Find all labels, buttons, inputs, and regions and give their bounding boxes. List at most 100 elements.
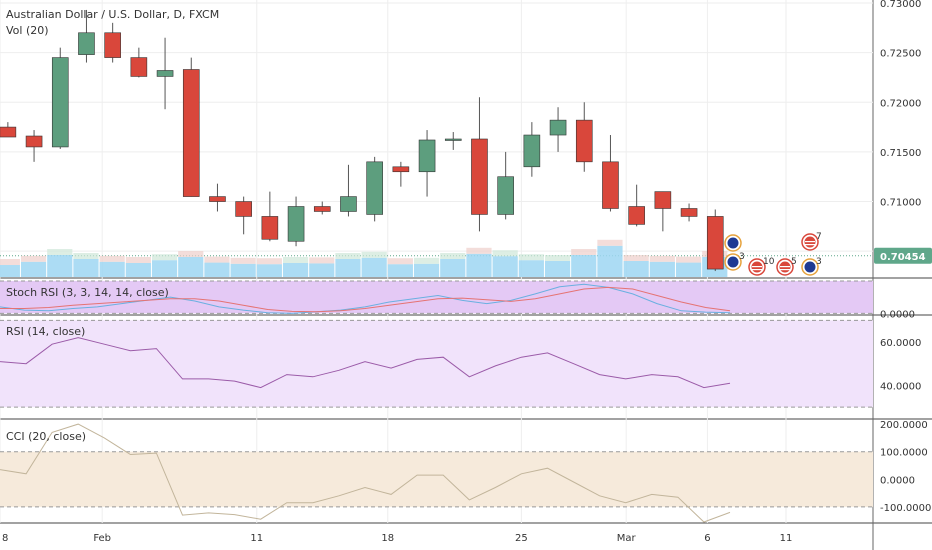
indicator-band [0,320,873,408]
volume-bar [387,264,413,277]
indicator-tick-label: 200.0000 [880,420,928,431]
volume-bar [178,257,204,277]
flag-fill [804,261,816,273]
volume-bar-cap [466,247,492,254]
volume-bar-cap [47,249,73,255]
candle-up[interactable] [51,57,69,148]
indicator-tick-label: -100.0000 [880,503,931,514]
time-axis[interactable]: 8 Feb 11 18 25 Mar 6 11 [2,533,792,544]
candle-down[interactable] [130,57,148,77]
volume-bar-cap [73,253,99,259]
event-count: 3 [739,252,745,262]
volume-bar [47,255,73,277]
volume-bar [335,259,361,277]
flag-stripe [805,241,815,243]
volume-bar [20,261,47,277]
candle-down[interactable] [104,32,121,58]
volume-bars [0,239,728,277]
time-tick-label: 11 [250,533,263,544]
volume-bar [544,261,571,277]
flag-stripe [752,269,762,271]
grid-lines [0,0,873,523]
event-marker[interactable]: 7 [801,232,822,251]
candle-down[interactable] [628,206,645,225]
candle-down[interactable] [602,161,619,209]
candle-down[interactable] [575,119,593,163]
candle-down[interactable] [235,201,252,217]
rsi-line [0,337,731,389]
candle-up[interactable] [156,70,174,77]
volume-bar [99,261,125,277]
event-count: 3 [816,257,822,267]
event-count: 7 [816,232,822,242]
volume-bar [309,263,335,277]
candle-up[interactable] [418,139,436,173]
volume-bar [204,262,230,277]
volume-bar [256,264,282,277]
flag-fill [727,237,739,249]
volume-bar-cap [623,255,649,261]
candle-down[interactable] [706,216,724,270]
candle-up[interactable] [497,176,514,215]
candle-up[interactable] [549,119,567,136]
flag-stripe [780,269,790,271]
volume-label: Vol (20) [6,24,49,37]
candle-down[interactable] [261,216,279,240]
price-tick-label: 0.73000 [880,0,921,10]
indicator-tick-label: 100.0000 [880,448,928,459]
volume-bar-cap [335,253,361,259]
volume-bar-cap [178,251,204,257]
candle-down[interactable] [182,69,200,197]
volume-bar [623,261,649,277]
candles[interactable] [0,9,724,272]
stoch-rsi-pane [0,280,873,314]
candle-up[interactable] [366,161,383,215]
candle-down[interactable] [392,166,410,173]
candle-down[interactable] [680,208,698,217]
volume-bar [413,263,440,277]
time-tick-label: 25 [515,533,528,544]
candle-up[interactable] [340,196,357,212]
candle-up[interactable] [523,134,541,168]
rsi-label: RSI (14, close) [6,325,85,338]
indicator-band [0,280,873,314]
candle-down[interactable] [25,135,43,148]
price-tick-label: 0.72000 [880,98,921,109]
volume-bar [597,245,623,277]
time-tick-label: 11 [780,533,793,544]
candle-up[interactable] [444,138,462,141]
event-marker[interactable]: 3 [801,257,822,276]
flag-stripe [805,244,815,246]
flag-fill [727,256,739,268]
event-marker[interactable] [724,234,742,252]
event-markers[interactable]: 3 10 5 3 7 [724,232,822,276]
indicator-tick-label: 0.0000 [880,475,915,486]
time-tick-label: 18 [381,533,394,544]
event-count: 5 [791,257,797,267]
candle-down[interactable] [209,196,226,202]
price-tick-label: 0.72500 [880,49,921,60]
current-price-value: 0.70454 [880,252,926,263]
candle-down[interactable] [0,126,17,138]
time-tick-label: Feb [93,533,111,544]
event-marker[interactable]: 5 [776,257,797,276]
candle-down[interactable] [313,206,331,212]
event-marker[interactable]: 3 [724,252,745,271]
cci-label: CCI (20, close) [6,430,86,443]
event-marker[interactable]: 10 [748,257,775,276]
volume-bar-cap [492,250,518,257]
stoch-rsi-line-1 [0,286,731,313]
candle-up[interactable] [287,206,305,242]
candle-down[interactable] [654,191,672,209]
volume-bar-cap [544,255,571,261]
cci-pane [0,423,873,523]
volume-bar-cap [204,256,230,263]
volume-bar [282,263,309,277]
candle-up[interactable] [78,32,95,55]
candle-down[interactable] [471,138,488,215]
indicator-tick-label: 0.0000 [880,309,915,320]
indicator-band [0,451,873,507]
volume-bar-cap [413,257,440,264]
